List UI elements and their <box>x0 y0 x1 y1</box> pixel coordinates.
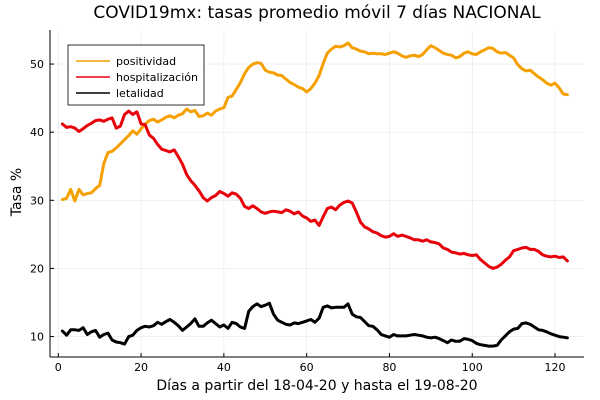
y-axis-label: Tasa % <box>9 168 25 217</box>
x-tick-label: 60 <box>300 361 314 374</box>
legend-label: hospitalización <box>116 71 198 84</box>
y-tick-label: 20 <box>30 262 44 275</box>
chart-title: COVID19mx: tasas promedio móvil 7 días N… <box>93 3 541 23</box>
x-tick-label: 100 <box>462 361 483 374</box>
series-line-letalidad <box>60 301 569 348</box>
y-tick-label: 50 <box>30 58 44 71</box>
y-tick-label: 10 <box>30 331 44 344</box>
legend-label: positividad <box>116 55 176 68</box>
series-lines <box>60 41 569 348</box>
y-tick-label: 30 <box>30 194 44 207</box>
legend-box <box>67 44 205 106</box>
x-tick-label: 120 <box>545 361 566 374</box>
legend-label: letalidad <box>116 87 164 100</box>
x-tick-label: 20 <box>134 361 148 374</box>
x-tick-label: 80 <box>382 361 396 374</box>
axes: 0 20 40 60 80 100 120 10 20 30 40 50 <box>30 30 584 374</box>
y-tick-label: 40 <box>30 126 44 139</box>
x-tick-label: 40 <box>217 361 231 374</box>
x-tick-label: 0 <box>55 361 62 374</box>
legend: positividad hospitalización letalidad <box>67 44 205 106</box>
x-axis-label: Días a partir del 18-04-20 y hasta el 19… <box>156 378 477 394</box>
series-line-hospitalizacion <box>60 109 569 270</box>
series-line-positividad <box>60 41 569 203</box>
